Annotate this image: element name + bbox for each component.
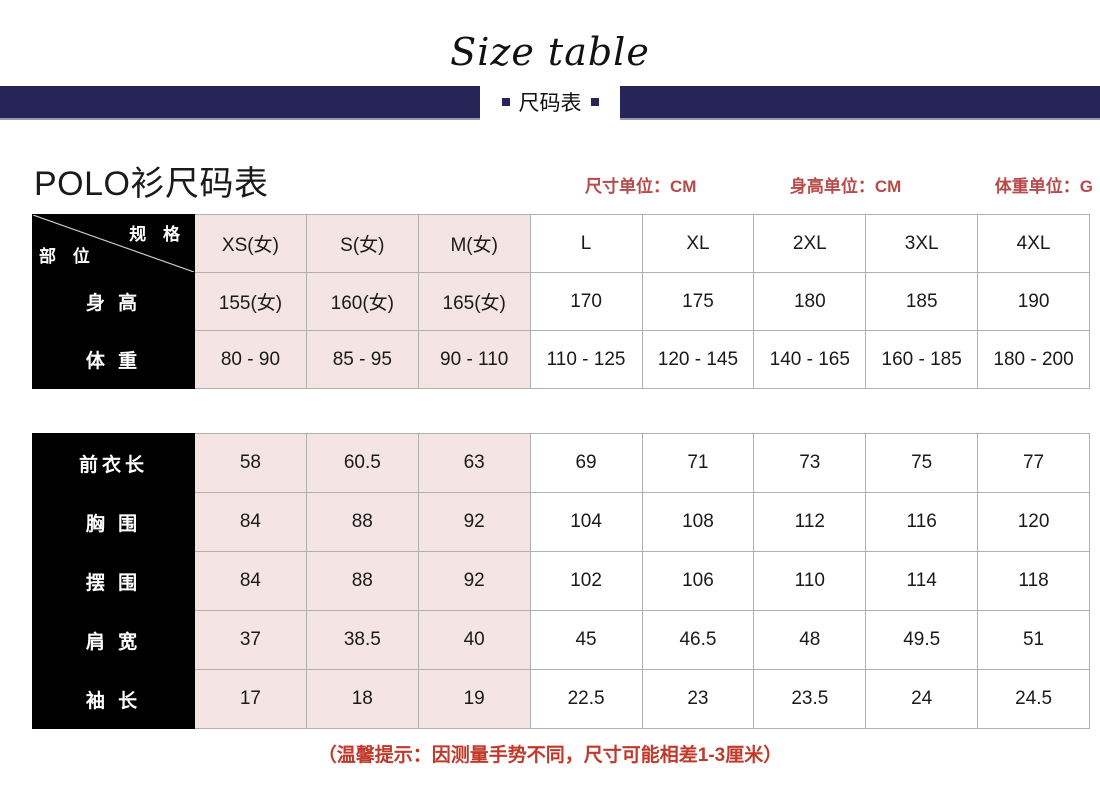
table-cell: 180 - 200 (977, 330, 1090, 389)
table-cell: 118 (977, 551, 1090, 611)
table-cell: 23.5 (753, 669, 867, 729)
table-cell: 90 - 110 (417, 330, 531, 389)
row-label: 身 高 (32, 272, 195, 331)
table-cell: 92 (417, 551, 531, 611)
table-cell: 116 (865, 492, 979, 552)
table-cell: 22.5 (529, 669, 643, 729)
header-corner-cell: 规 格部 位 (32, 214, 195, 273)
table-cell: 17 (194, 669, 307, 729)
table-header-row: 规 格部 位 XS(女) S(女) M(女) L XL 2XL 3XL 4XL (32, 214, 1090, 273)
banner-cn-title-group: 尺码表 (480, 86, 620, 118)
column-header-l: L (529, 214, 643, 273)
corner-label-spec: 规 格 (129, 225, 186, 244)
table-cell: 77 (977, 433, 1090, 493)
row-label: 胸 围 (32, 492, 195, 552)
table-cell: 102 (529, 551, 643, 611)
unit-legend: 尺寸单位：CM 身高单位：CM 体重单位：G (585, 172, 1093, 197)
table-cell: 58 (194, 433, 307, 493)
square-dot-icon-right (590, 98, 599, 106)
table-cell: 73 (753, 433, 867, 493)
table-cell: 190 (977, 272, 1090, 331)
column-header-xl: XL (641, 214, 755, 273)
table-cell: 84 (194, 492, 307, 552)
row-label: 肩 宽 (32, 610, 195, 670)
column-header-m女: M(女) (417, 214, 531, 273)
table-cell: 69 (529, 433, 643, 493)
row-label: 前衣长 (32, 433, 195, 493)
column-header-s女: S(女) (305, 214, 419, 273)
table-row: 摆 围 84 88 92 102 106 110 114 118 (32, 551, 1090, 611)
row-label: 摆 围 (32, 551, 195, 611)
table-cell: 84 (194, 551, 307, 611)
table-cell: 38.5 (305, 610, 419, 670)
table-cell: 24.5 (977, 669, 1090, 729)
table-cell: 51 (977, 610, 1090, 670)
banner-cn-title: 尺码表 (518, 92, 582, 115)
table-cell: 114 (865, 551, 979, 611)
table-cell: 60.5 (305, 433, 419, 493)
row-label: 体 重 (32, 330, 195, 389)
square-dot-icon-left (501, 98, 510, 106)
table-cell: 85 - 95 (305, 330, 419, 389)
table-row: 袖 长 17 18 19 22.5 23 23.5 24 24.5 (32, 669, 1090, 729)
table-cell: 71 (641, 433, 755, 493)
table-cell: 155(女) (194, 272, 307, 331)
table-cell: 63 (417, 433, 531, 493)
table-cell: 75 (865, 433, 979, 493)
table-cell: 88 (305, 492, 419, 552)
unit-weight: 体重单位：G (994, 177, 1093, 196)
banner-bar-right (620, 86, 1100, 120)
table-cell: 19 (417, 669, 531, 729)
table-cell: 165(女) (417, 272, 531, 331)
table-cell: 140 - 165 (753, 330, 867, 389)
table-cell: 180 (753, 272, 867, 331)
table-cell: 40 (417, 610, 531, 670)
row-label: 袖 长 (32, 669, 195, 729)
table-row: 胸 围 84 88 92 104 108 112 116 120 (32, 492, 1090, 552)
table-cell: 160 - 185 (865, 330, 979, 389)
table-cell: 104 (529, 492, 643, 552)
column-header-4xl: 4XL (977, 214, 1090, 273)
measurement-note: （温馨提示：因测量手势不同，尺寸可能相差1-3厘米） (317, 745, 783, 766)
table-row: 前衣长 58 60.5 63 69 71 73 75 77 (32, 433, 1090, 493)
table-cell: 49.5 (865, 610, 979, 670)
unit-size: 尺寸单位：CM (585, 177, 697, 196)
column-header-2xl: 2XL (753, 214, 867, 273)
table-cell: 160(女) (305, 272, 419, 331)
table-cell: 120 - 145 (641, 330, 755, 389)
table-cell: 23 (641, 669, 755, 729)
table-cell: 175 (641, 272, 755, 331)
table-cell: 106 (641, 551, 755, 611)
table-cell: 112 (753, 492, 867, 552)
table-cell: 120 (977, 492, 1090, 552)
unit-height: 身高单位：CM (789, 177, 902, 196)
table-cell: 37 (194, 610, 307, 670)
table-cell: 170 (529, 272, 643, 331)
table-cell: 185 (865, 272, 979, 331)
table-cell: 88 (305, 551, 419, 611)
banner-script-title: Size table (450, 30, 650, 74)
corner-label-part: 部 位 (39, 247, 96, 266)
table-cell: 45 (529, 610, 643, 670)
table-cell: 18 (305, 669, 419, 729)
table-cell: 80 - 90 (194, 330, 307, 389)
table-row: 肩 宽 37 38.5 40 45 46.5 48 49.5 51 (32, 610, 1090, 670)
page-title: POLO衫尺码表 (34, 165, 269, 203)
table-cell: 24 (865, 669, 979, 729)
column-header-3xl: 3XL (865, 214, 979, 273)
table-cell: 108 (641, 492, 755, 552)
body-spec-table: 规 格部 位 XS(女) S(女) M(女) L XL 2XL 3XL 4XL 身 高 155(女)… (32, 214, 1090, 389)
table-cell: 110 - 125 (529, 330, 643, 389)
table-cell: 110 (753, 551, 867, 611)
banner-bar-left (0, 86, 480, 120)
table-row: 体 重 80 - 90 85 - 95 90 - 110 110 - 125 120 - … (32, 330, 1090, 389)
page-banner: Size table 尺码表 (0, 0, 1100, 140)
column-header-xs女: XS(女) (194, 214, 307, 273)
table-cell: 46.5 (641, 610, 755, 670)
table-cell: 92 (417, 492, 531, 552)
garment-measure-table: 前衣长 58 60.5 63 69 71 73 75 77 胸 围 84 88 92 104 108 112 1… (32, 433, 1090, 729)
table-row: 身 高 155(女) 160(女) 165(女) 170 175 180 185 190 (32, 272, 1090, 331)
table-cell: 48 (753, 610, 867, 670)
